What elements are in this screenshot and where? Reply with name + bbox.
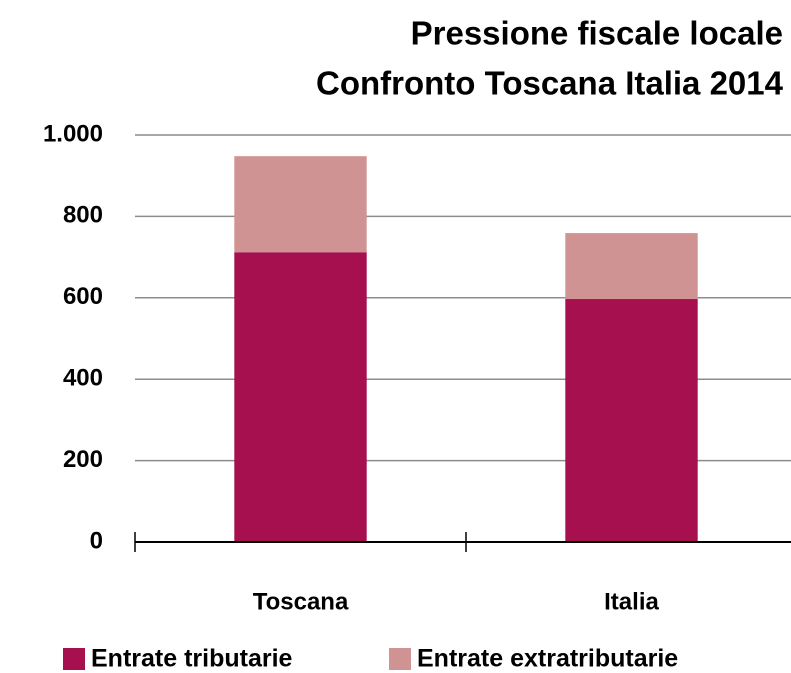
y-tick-label: 400 — [63, 365, 103, 392]
chart-title: Pressione fiscale locale — [411, 15, 783, 52]
x-tick-label: Italia — [604, 588, 659, 615]
bar-segment — [234, 156, 367, 253]
y-tick-label: 0 — [90, 527, 103, 554]
chart-title: Confronto Toscana Italia 2014 — [316, 65, 784, 102]
y-tick-label: 800 — [63, 202, 103, 229]
y-tick-label: 200 — [63, 446, 103, 473]
y-tick-label: 1.000 — [43, 120, 103, 147]
legend-label: Entrate tributarie — [91, 645, 293, 673]
bar-segment — [565, 233, 698, 300]
bar-segment — [234, 252, 367, 542]
legend-swatch — [389, 648, 411, 670]
legend-label: Entrate extratributarie — [417, 645, 678, 673]
x-tick-label: Toscana — [253, 588, 349, 615]
y-tick-label: 600 — [63, 283, 103, 310]
bar-segment — [565, 299, 698, 542]
legend-swatch — [63, 648, 85, 670]
